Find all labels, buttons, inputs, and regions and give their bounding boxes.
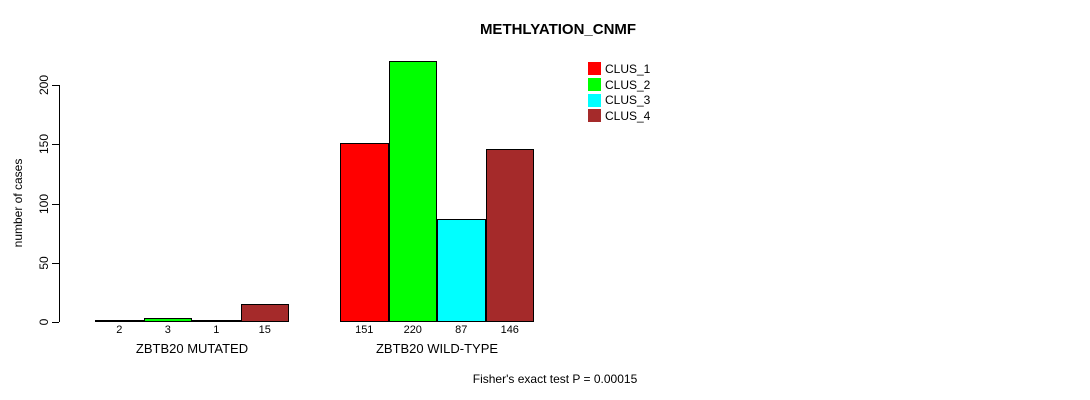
legend-item-clus_1: CLUS_1 (588, 61, 650, 77)
bar-clus_3-wild-type (437, 218, 486, 322)
y-tick-label: 150 (37, 134, 51, 155)
legend-swatch-clus_1 (588, 62, 601, 76)
legend-item-clus_2: CLUS_2 (588, 77, 650, 93)
fisher-test-annotation: Fisher's exact test P = 0.00015 (472, 372, 638, 386)
bar-clus_2-mutated (143, 318, 192, 322)
y-tick-mark (52, 322, 59, 323)
bar-clus_4-wild-type (485, 149, 534, 322)
legend-label: CLUS_3 (605, 93, 651, 108)
bar-clus_1-wild-type (340, 143, 389, 322)
bar-value-label: 87 (455, 324, 468, 336)
legend-label: CLUS_1 (605, 61, 651, 76)
y-tick-label: 200 (37, 74, 51, 96)
legend-label: CLUS_2 (605, 77, 651, 92)
legend-swatch-clus_3 (588, 93, 601, 107)
bar-value-label: 1 (213, 324, 220, 336)
y-tick-mark (52, 144, 59, 146)
legend-item-clus_4: CLUS_4 (588, 108, 650, 124)
y-tick-mark (52, 203, 59, 205)
y-axis-title: number of cases (11, 158, 25, 248)
legend-swatch-clus_4 (588, 109, 601, 123)
y-tick-label: 100 (37, 193, 51, 214)
y-tick-label: 0 (37, 318, 51, 326)
group-label-mutated: ZBTB20 MUTATED (135, 341, 249, 356)
y-tick-label: 50 (37, 256, 51, 270)
bar-value-label: 15 (258, 324, 271, 336)
chart-title: METHLYATION_CNMF (479, 21, 637, 38)
bar-value-label: 151 (355, 324, 374, 336)
legend-label: CLUS_4 (605, 108, 651, 123)
bar-value-label: 220 (403, 324, 422, 336)
y-tick-mark (52, 85, 59, 86)
bar-clus_2-wild-type (388, 61, 437, 322)
legend: CLUS_1 CLUS_2 CLUS_3 CLUS_4 (588, 61, 650, 124)
bar-value-label: 2 (116, 324, 123, 336)
group-label-wild-type: ZBTB20 WILD-TYPE (375, 341, 499, 356)
bar-value-label: 146 (500, 324, 519, 336)
bar-clus_3-mutated (192, 320, 241, 322)
bar-clus_1-mutated (95, 319, 144, 322)
bar-clus_4-mutated (240, 304, 289, 322)
legend-item-clus_3: CLUS_3 (588, 92, 650, 108)
y-tick-mark (52, 262, 59, 264)
y-axis-line (59, 85, 60, 322)
bar-value-label: 3 (164, 324, 171, 336)
legend-swatch-clus_2 (588, 78, 601, 92)
